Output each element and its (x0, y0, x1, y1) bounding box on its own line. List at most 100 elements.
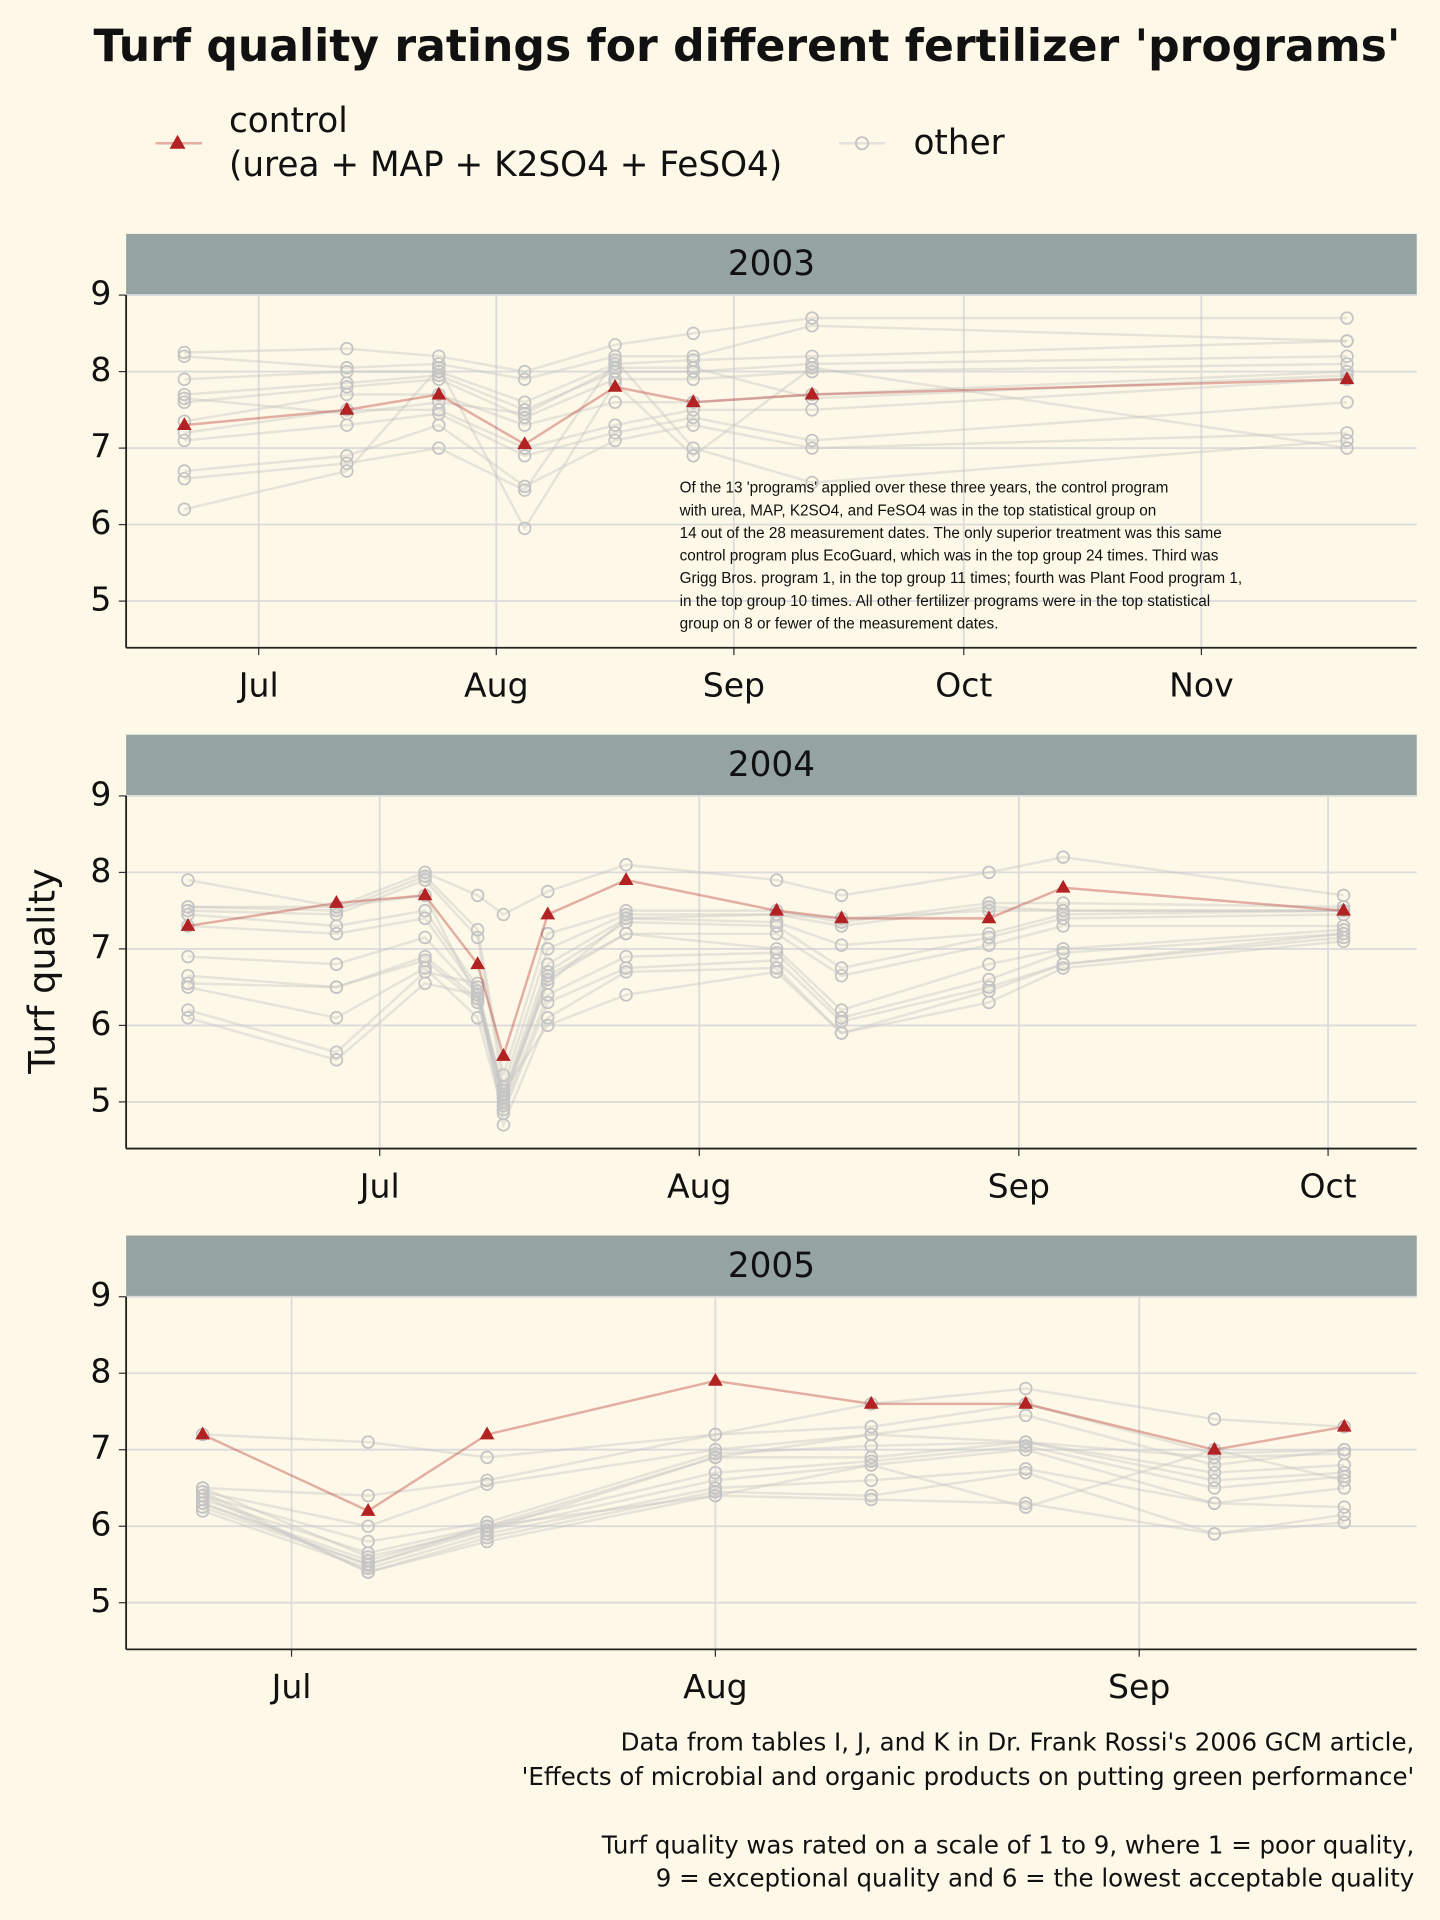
other-point (418, 869, 432, 883)
other-line (202, 1440, 1345, 1555)
other-point (686, 361, 700, 375)
control-point (195, 1426, 211, 1440)
other-point (418, 873, 432, 887)
other-line (184, 362, 1347, 419)
other-point (329, 957, 344, 971)
other-point (1056, 957, 1070, 971)
other-point (608, 433, 622, 448)
caption: Data from tables I, J, and K in Dr. Fran… (621, 1728, 1415, 1757)
other-line (184, 365, 1348, 531)
other-point (864, 1454, 878, 1468)
control-point (1055, 879, 1071, 893)
y-tick-label: 7 (90, 927, 111, 966)
other-point (517, 372, 532, 386)
other-point (1337, 1465, 1352, 1480)
legend-label: other (913, 123, 1005, 163)
control-point (417, 887, 433, 901)
other-line (187, 874, 1344, 1076)
other-point (834, 961, 849, 975)
other-line (187, 932, 1344, 1114)
other-point (864, 1492, 878, 1507)
other-point (329, 1045, 344, 1059)
other-point (340, 464, 354, 478)
other-point (1207, 1412, 1222, 1426)
other-point (805, 357, 819, 371)
annotation: 14 out of the 28 measurement dates. The … (680, 525, 1222, 542)
other-point (608, 395, 622, 409)
control-point (360, 1502, 376, 1516)
other-point (1018, 1500, 1033, 1514)
y-tick-label: 6 (90, 503, 111, 542)
control-point (834, 910, 849, 924)
control-line (187, 878, 1344, 1061)
other-point (361, 1488, 375, 1503)
annotation: with urea, MAP, K2SO4, and FeSO4 was in … (679, 502, 1157, 519)
other-point (541, 968, 555, 983)
other-point (470, 991, 485, 1006)
other-line (184, 423, 1347, 488)
other-point (864, 1427, 878, 1442)
other-point (340, 387, 354, 402)
other-point (1336, 930, 1351, 945)
x-tick-label: Oct (935, 665, 992, 704)
x-tick-label: Sep (703, 665, 765, 704)
other-point (361, 1550, 375, 1564)
other-point (517, 449, 532, 463)
other-point (177, 387, 192, 402)
other-point (181, 980, 195, 994)
control-point (470, 956, 485, 970)
y-tick-label: 9 (90, 274, 111, 313)
other-point (1337, 1473, 1352, 1488)
other-point (541, 995, 555, 1010)
other-point (708, 1465, 723, 1480)
other-point (177, 345, 192, 360)
other-point (1207, 1465, 1222, 1480)
control-point (180, 918, 196, 931)
other-point (982, 995, 996, 1010)
other-line (187, 932, 1344, 1118)
other-point (769, 926, 784, 941)
other-point (769, 965, 784, 979)
other-point (177, 464, 192, 478)
control-point (496, 1048, 511, 1061)
annotation: group on 8 or fewer of the measurement d… (680, 616, 999, 633)
other-point (805, 361, 819, 375)
control-point (540, 906, 556, 920)
other-point (496, 1102, 511, 1117)
other-point (361, 1519, 375, 1533)
other-point (619, 926, 633, 941)
legend-marker (169, 134, 186, 149)
other-point (1336, 926, 1351, 941)
other-point (480, 1519, 494, 1533)
control-point (863, 1395, 879, 1409)
other-point (864, 1458, 878, 1472)
legend-label: (urea + MAP + K2SO4 + FeSO4) (229, 145, 782, 185)
other-line (187, 913, 1344, 1103)
other-point (480, 1523, 494, 1537)
annotation: Of the 13 'programs' applied over these … (680, 480, 1169, 497)
other-point (541, 972, 555, 987)
other-point (517, 521, 532, 536)
y-tick-label: 5 (90, 1080, 111, 1119)
other-point (496, 1083, 511, 1098)
other-point (686, 364, 700, 379)
annotation: control program plus EcoGuard, which was… (680, 548, 1219, 565)
other-point (418, 930, 432, 945)
other-point (361, 1565, 375, 1579)
y-tick-label: 6 (90, 1004, 111, 1043)
other-point (1018, 1435, 1033, 1449)
other-point (329, 1011, 344, 1025)
other-point (1207, 1496, 1222, 1511)
other-point (340, 456, 354, 471)
other-point (517, 410, 532, 425)
other-point (470, 995, 485, 1010)
other-point (432, 441, 446, 455)
legend-label: control (229, 101, 348, 141)
other-line (202, 1414, 1345, 1528)
other-point (708, 1427, 723, 1442)
x-tick-label: Jul (358, 1166, 400, 1205)
other-point (470, 923, 485, 937)
other-point (418, 976, 432, 991)
other-line (184, 378, 1348, 450)
caption: 'Effects of microbial and organic produc… (522, 1762, 1415, 1791)
